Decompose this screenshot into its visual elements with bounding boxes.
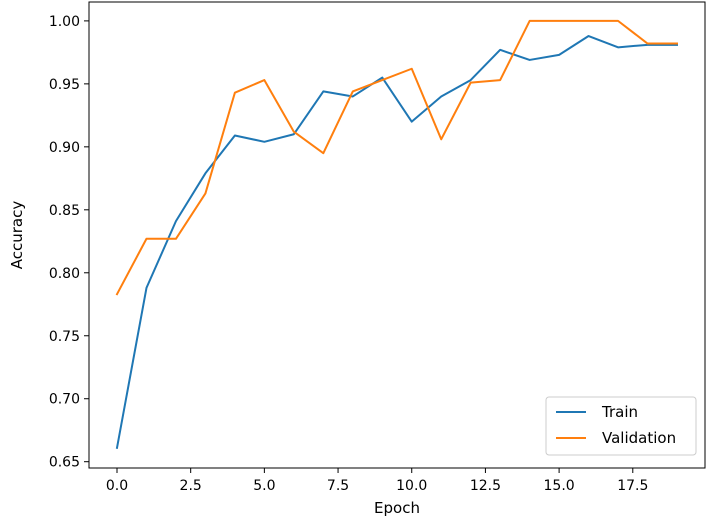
x-tick-label: 10.0 [396,478,427,494]
legend: Train Validation [545,396,697,456]
y-tick-label: 0.95 [49,77,80,93]
y-tick-label: 0.90 [49,140,80,156]
y-tick-label: 1.00 [49,14,80,30]
x-tick-label: 17.5 [617,478,648,494]
series-line-train [115,35,678,450]
x-tick-label: 2.5 [180,478,202,494]
y-axis: 0.65 0.70 0.75 0.80 0.85 0.90 0.95 1.00 [49,14,89,471]
x-tick-label: 12.5 [470,478,501,494]
legend-label-train: Train [601,403,638,421]
x-tick-label: 5.0 [253,478,275,494]
x-tick-label: 0.0 [106,478,128,494]
y-tick-label: 0.85 [49,203,80,219]
plot-frame [88,1,706,469]
legend-label-validation: Validation [602,429,676,447]
x-tick-label: 15.0 [544,478,575,494]
y-tick-label: 0.80 [49,266,80,282]
y-axis-title: Accuracy [8,201,26,270]
x-tick-label: 7.5 [327,478,349,494]
x-axis-title: Epoch [374,499,420,517]
x-axis: 0.0 2.5 5.0 7.5 10.0 12.5 15.0 17.5 [106,468,648,494]
series-lines [115,19,678,450]
y-tick-label: 0.75 [49,329,80,345]
y-tick-label: 0.70 [49,392,80,408]
series-line-validation [115,19,678,296]
y-tick-label: 0.65 [49,455,80,471]
